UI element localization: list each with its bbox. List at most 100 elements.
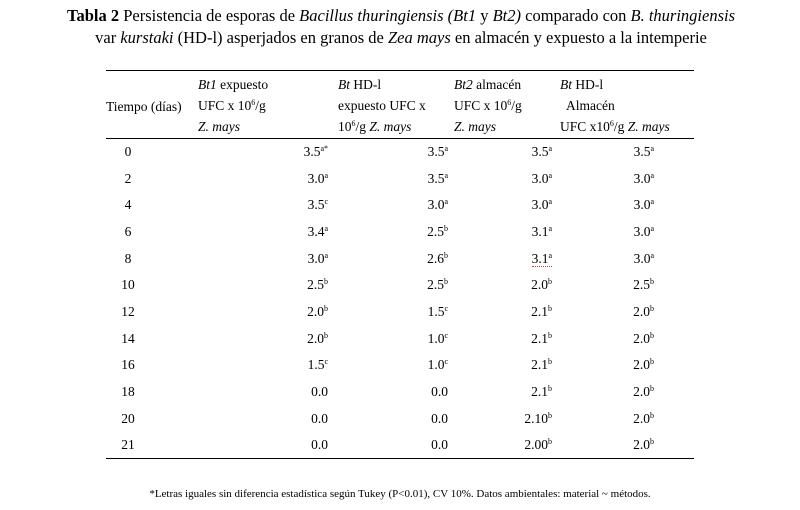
significance-letter: b [548, 357, 552, 367]
time-cell: 8 [124, 250, 132, 266]
cell-number: 0.0 [431, 437, 448, 453]
header-text: expuesto [216, 77, 269, 92]
table-row: 0 3.5a* 3.5a 3.5a 3.5a [106, 139, 694, 166]
time-cell: 4 [124, 197, 132, 213]
value-cell: 0.0 [198, 379, 338, 406]
significance-letter: a [650, 223, 654, 233]
significance-letter: c [324, 357, 328, 367]
significance-letter: a* [320, 144, 328, 154]
significance-letter: b [548, 277, 552, 287]
cell-value: 2.0b [531, 277, 552, 292]
value-cell: 3.4a [198, 219, 338, 246]
value-cell: 3.1a [454, 219, 560, 246]
cell-value: 3.0a [634, 224, 654, 239]
value-cell: 3.0a [560, 245, 694, 272]
significance-letter: b [650, 410, 654, 420]
cell-number: 3.5 [307, 197, 325, 213]
table-row: 18 0.0 0.0 2.1b 2.0b [106, 379, 694, 406]
cell-number: 3.0 [633, 223, 651, 239]
cell-number: 2.0 [633, 330, 650, 346]
cell-value: 2.10b [524, 411, 552, 426]
significance-letter: b [650, 437, 654, 447]
significance-letter: a [548, 170, 552, 180]
significance-letter: b [650, 277, 654, 287]
cell-value: 2.0b [633, 357, 654, 372]
significance-letter: b [650, 303, 654, 313]
time-cell: 18 [121, 384, 135, 400]
column-header-bt2-almacen: Bt2 almacén UFC x 106/g Z. mays [454, 71, 560, 139]
value-cell: 0.0 [198, 432, 338, 459]
cell-number: 1.5 [307, 357, 325, 373]
cell-value: 2.0b [633, 437, 654, 452]
table-footnote: *Letras iguales sin diferencia estadísti… [149, 488, 651, 500]
significance-letter: b [444, 223, 448, 233]
cell-number: 1.0 [427, 330, 445, 346]
value-cell: 3.5a [338, 165, 454, 192]
significance-letter: a [444, 170, 448, 180]
cell-number: 0.0 [431, 384, 448, 400]
significance-letter: b [324, 330, 328, 340]
significance-letter: b [650, 330, 654, 340]
significance-letter: a [650, 170, 654, 180]
cell-number: 1.5 [427, 303, 445, 319]
cell-number: 2.0 [307, 330, 324, 346]
header-text: UFC x 10 [454, 98, 508, 113]
value-cell: 3.5a [454, 139, 560, 166]
value-cell: 2.0b [560, 325, 694, 352]
cell-value: 2.1b [531, 304, 552, 319]
header-text: UFC x10 [560, 119, 610, 134]
cell-value: 3.0a [308, 171, 328, 186]
value-cell: 1.0c [338, 325, 454, 352]
significance-letter: c [324, 197, 328, 207]
cell-number: 3.5 [633, 144, 651, 160]
value-cell: 3.5a [338, 139, 454, 166]
cell-value: 3.1a [532, 224, 552, 239]
cell-number: 2.0 [307, 303, 324, 319]
header-crop: Z. mays [454, 119, 497, 134]
time-cell: 2 [124, 170, 132, 186]
value-cell: 2.1b [454, 299, 560, 326]
header-text: HD-l [350, 77, 382, 92]
significance-letter: a [650, 197, 654, 207]
cell-value: 3.0a [428, 197, 448, 212]
significance-letter: b [548, 410, 552, 420]
cell-value: 3.5a [532, 144, 552, 159]
value-cell: 2.0b [560, 432, 694, 459]
header-text: /g [613, 119, 628, 134]
cell-value: 2.0b [633, 304, 654, 319]
value-cell: 2.5b [560, 272, 694, 299]
time-cell: 16 [121, 357, 135, 373]
header-text: almacén [472, 77, 522, 92]
significance-letter: b [324, 277, 328, 287]
significance-letter: b [548, 437, 552, 447]
cell-value: 2.5b [307, 277, 328, 292]
value-cell: 2.0b [560, 299, 694, 326]
header-exponent: 6 [251, 98, 256, 107]
significance-letter: a [444, 144, 448, 154]
caption-text: Persistencia de esporas de [119, 6, 300, 25]
persistence-table: Tiempo (días) Bt1 expuesto UFC x 106/g Z… [106, 70, 694, 459]
value-cell: 2.5b [338, 272, 454, 299]
cell-value: 3.0a [634, 171, 654, 186]
value-cell: 3.5c [198, 192, 338, 219]
value-cell: 3.1a [454, 245, 560, 272]
header-text: HD-l [572, 77, 604, 92]
caption-text: en almacén y expuesto a la intemperie [450, 28, 707, 47]
time-cell: 12 [121, 303, 135, 319]
caption-text: (HD-l) asperjados en granos de [173, 28, 388, 47]
time-cell: 0 [124, 144, 132, 160]
column-header-bt-hdl-almacen: Bt HD-l Almacén UFC x106/g Z. mays [560, 71, 694, 139]
header-exponent: 6 [609, 119, 614, 128]
cell-number: 2.1 [531, 303, 548, 319]
cell-number: 3.0 [633, 250, 651, 266]
value-cell: 2.0b [454, 272, 560, 299]
time-column-header: Tiempo (días) [106, 98, 182, 114]
significance-letter: a [548, 223, 552, 233]
cell-number: 3.5 [427, 144, 445, 160]
value-cell: 3.0a [454, 165, 560, 192]
table-row: 4 3.5c 3.0a 3.0a 3.0a [106, 192, 694, 219]
value-cell: 2.1b [454, 352, 560, 379]
table-row: 6 3.4a 2.5b 3.1a 3.0a [106, 219, 694, 246]
cell-number: 3.0 [307, 250, 325, 266]
value-cell: 2.5b [198, 272, 338, 299]
